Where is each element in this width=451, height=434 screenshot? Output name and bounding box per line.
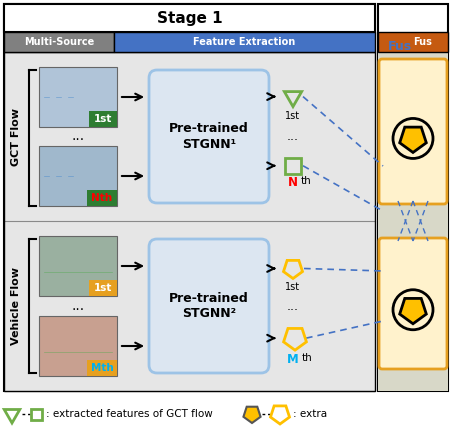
- Bar: [377, 52, 447, 391]
- Text: GCT Flow: GCT Flow: [11, 108, 21, 165]
- Text: 1st: 1st: [285, 283, 300, 293]
- Bar: [377, 4, 447, 391]
- Text: Mth: Mth: [90, 363, 113, 373]
- Text: N: N: [287, 176, 297, 189]
- Text: 1st: 1st: [285, 111, 300, 121]
- Bar: [4, 52, 374, 391]
- Text: th: th: [300, 176, 311, 186]
- Bar: [39, 236, 117, 296]
- Text: Vehicle Flow: Vehicle Flow: [11, 267, 21, 345]
- Text: ...: ...: [71, 299, 84, 313]
- Text: Pre-trained
STGNN²: Pre-trained STGNN²: [169, 292, 249, 320]
- Text: 1st: 1st: [94, 114, 112, 124]
- Bar: [4, 32, 114, 52]
- Bar: [377, 32, 447, 52]
- Text: Pre-trained
STGNN¹: Pre-trained STGNN¹: [169, 122, 249, 151]
- Text: Nth: Nth: [91, 193, 112, 203]
- Bar: [114, 32, 374, 52]
- Text: : extracted features of GCT flow: : extracted features of GCT flow: [46, 409, 212, 419]
- FancyBboxPatch shape: [149, 70, 268, 203]
- Text: Fus: Fus: [413, 37, 432, 47]
- Text: ...: ...: [286, 299, 299, 312]
- Text: Multi-Source: Multi-Source: [24, 37, 94, 47]
- Text: Feature Extraction: Feature Extraction: [193, 37, 295, 47]
- Bar: [89, 111, 117, 127]
- Text: th: th: [301, 353, 312, 363]
- Bar: [31, 408, 42, 420]
- Bar: [87, 190, 117, 206]
- Bar: [87, 360, 117, 376]
- Text: Fus: Fus: [387, 40, 411, 53]
- Text: : extra: : extra: [292, 409, 327, 419]
- Bar: [285, 158, 300, 174]
- FancyBboxPatch shape: [149, 239, 268, 373]
- Polygon shape: [399, 127, 425, 152]
- Text: Stage 1: Stage 1: [156, 10, 222, 26]
- Bar: [39, 67, 117, 127]
- Bar: [4, 4, 374, 32]
- Text: ...: ...: [286, 130, 299, 143]
- Bar: [39, 146, 117, 206]
- Polygon shape: [243, 407, 260, 423]
- Bar: [39, 316, 117, 376]
- Text: ...: ...: [71, 129, 84, 144]
- Text: M: M: [286, 353, 298, 366]
- Bar: [4, 4, 374, 391]
- Text: 1st: 1st: [94, 283, 112, 293]
- Polygon shape: [399, 299, 425, 324]
- FancyBboxPatch shape: [378, 238, 446, 369]
- Bar: [89, 280, 117, 296]
- FancyBboxPatch shape: [378, 59, 446, 204]
